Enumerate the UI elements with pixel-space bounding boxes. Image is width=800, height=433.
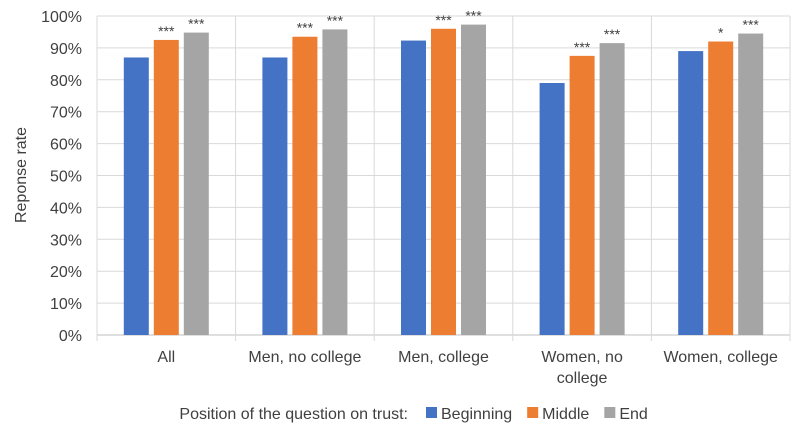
significance-label: *** — [465, 8, 482, 24]
y-tick-label: 20% — [50, 264, 82, 281]
x-category-label: Women, no — [541, 349, 623, 366]
bar-beginning — [401, 40, 426, 336]
bar-middle — [153, 39, 179, 336]
y-tick-label: 40% — [50, 200, 82, 217]
significance-label: *** — [604, 26, 621, 42]
legend: Position of the question on trust: Begin… — [179, 406, 647, 423]
bar-beginning — [539, 82, 565, 336]
y-tick-label: 10% — [50, 296, 82, 313]
significance-label: *** — [158, 23, 175, 39]
significance-label: *** — [743, 17, 760, 33]
y-tick-label: 50% — [50, 169, 82, 186]
bar-beginning — [123, 57, 149, 335]
y-tick-label: 60% — [50, 137, 82, 154]
legend-label-end: End — [619, 406, 647, 423]
y-tick-label: 100% — [41, 9, 82, 26]
legend-swatch-beginning — [426, 407, 437, 418]
y-tick-label: 30% — [50, 232, 82, 249]
bar-end — [599, 43, 625, 336]
bar-end — [738, 33, 764, 336]
legend-label-middle: Middle — [542, 406, 589, 423]
bar-end — [183, 32, 209, 335]
x-category-label: Women, college — [663, 349, 778, 366]
bar-middle — [292, 36, 318, 336]
x-axis-labels: All Men, no college Men, college Women, no c… — [157, 349, 778, 387]
significance-label: *** — [297, 20, 314, 36]
significance-labels: *** *** *** *** *** ********* * *** — [158, 8, 759, 55]
x-category-label: Men, no college — [248, 349, 361, 366]
significance-label: * — [718, 25, 724, 41]
bar-middle — [569, 55, 595, 335]
legend-title: Position of the question on trust: — [179, 406, 408, 423]
bar-beginning — [678, 51, 704, 336]
y-tick-label: 80% — [50, 73, 82, 90]
y-tick-label: 70% — [50, 105, 82, 122]
legend-swatch-end — [604, 407, 616, 418]
bars — [123, 24, 764, 336]
legend-label-beginning: Beginning — [441, 406, 512, 423]
y-tick-label: 0% — [59, 328, 82, 345]
bar-middle — [708, 41, 734, 336]
y-axis-ticks: 0% 10% 20% 30% 40% 50% 60% 70% 80% 90% 100% — [41, 9, 82, 345]
x-category-label: Men, college — [398, 349, 489, 366]
category-separators — [96, 16, 791, 341]
bar-end — [322, 29, 348, 335]
legend-swatch-middle — [527, 407, 539, 418]
x-category-label: college — [557, 370, 608, 387]
x-category-label: All — [157, 349, 175, 366]
bar-middle — [431, 28, 456, 335]
significance-label: *** — [327, 12, 344, 28]
significance-label: *** — [188, 16, 205, 32]
significance-label: *** — [574, 39, 591, 55]
y-tick-label: 90% — [50, 41, 82, 58]
bar-beginning — [262, 57, 288, 335]
significance-label: *** — [435, 12, 452, 28]
y-axis-label: Reponse rate — [13, 127, 30, 223]
bar-end — [461, 24, 486, 335]
